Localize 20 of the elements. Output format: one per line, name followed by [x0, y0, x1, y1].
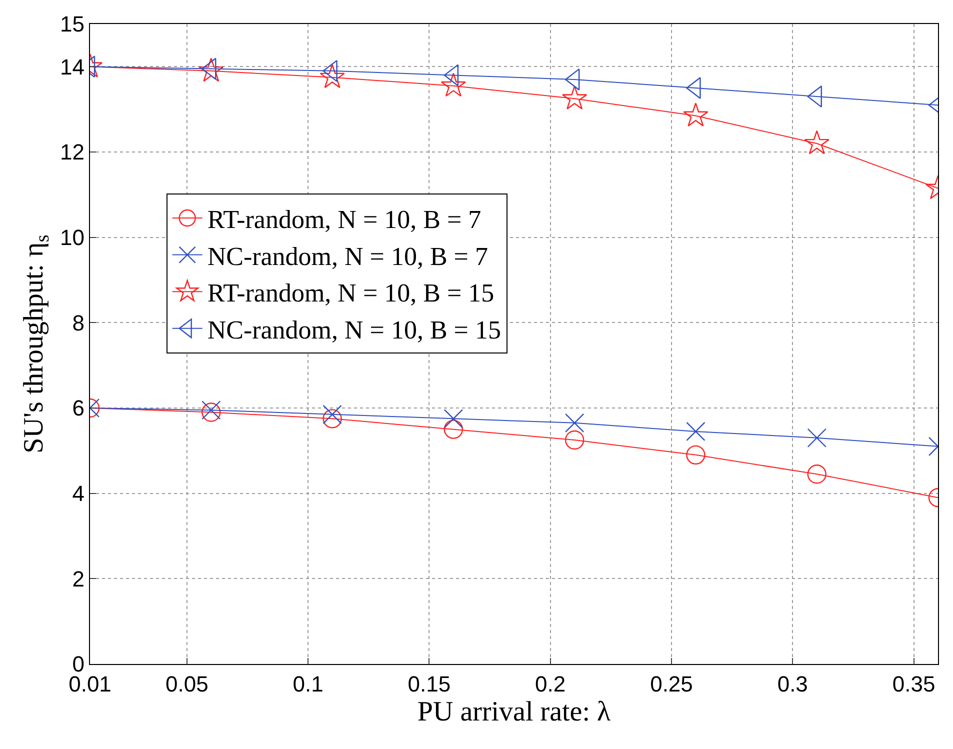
x-tick-label: 0.3: [777, 672, 808, 696]
x-tick-label: 0.15: [408, 672, 451, 696]
legend-label: RT-random, N = 10, B = 7: [207, 205, 482, 234]
x-tick-label: 0.2: [535, 672, 566, 696]
y-tick-label: 15: [60, 12, 84, 37]
y-tick-label: 4: [72, 481, 84, 506]
y-tick-label: 14: [60, 54, 84, 80]
y-tick-label: 10: [60, 225, 84, 250]
legend-label: NC-random, N = 10, B = 15: [207, 316, 501, 345]
legend-label: NC-random, N = 10, B = 7: [207, 242, 488, 271]
x-tick-label: 0.05: [165, 672, 208, 696]
y-tick-label: 12: [60, 140, 84, 165]
legend-label: RT-random, N = 10, B = 15: [207, 278, 494, 308]
x-tick-label: 0.1: [292, 672, 324, 696]
y-tick-label: 8: [72, 310, 84, 336]
x-tick-label: 0.25: [650, 672, 693, 696]
x-tick-label: 0.35: [892, 672, 936, 696]
x-axis-title: PU arrival rate: λ: [417, 696, 612, 728]
y-tick-label: 6: [72, 396, 84, 421]
y-tick-label: 2: [72, 566, 84, 592]
